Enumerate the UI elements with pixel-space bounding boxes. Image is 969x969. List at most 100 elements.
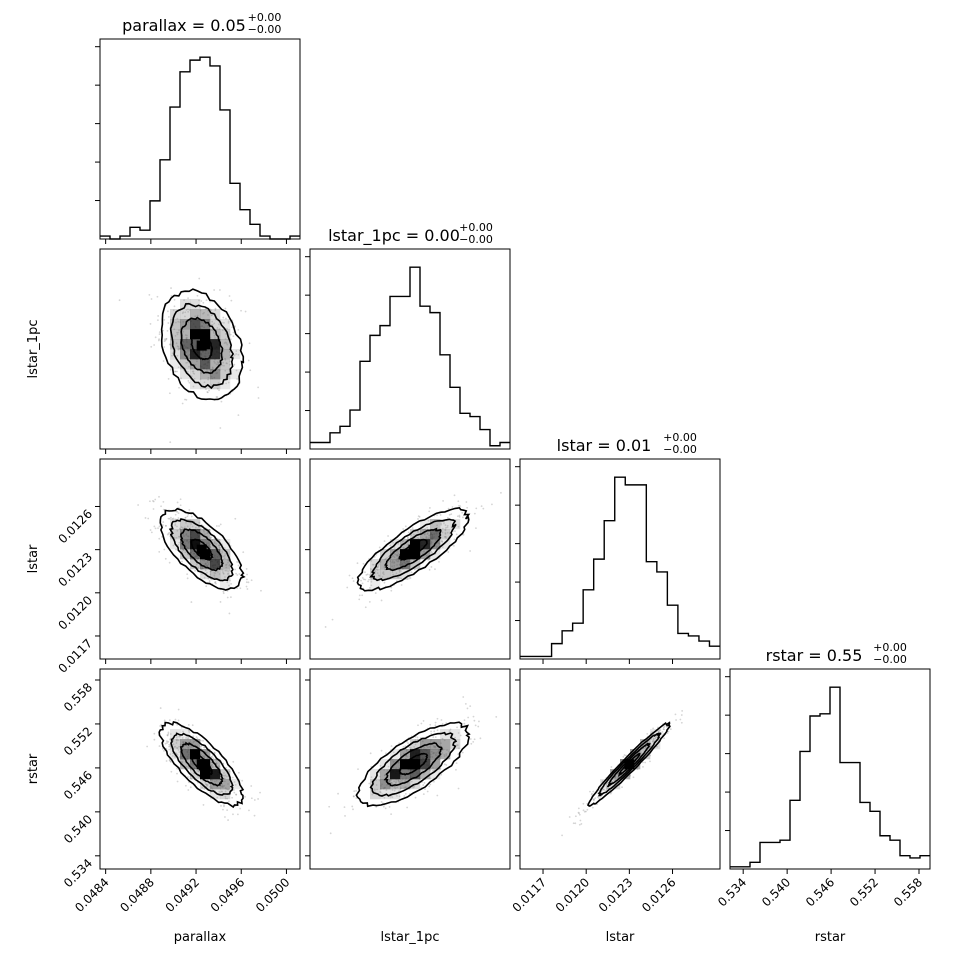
scatter-point: [259, 791, 261, 794]
contour-line: [160, 288, 245, 401]
scatter-point: [177, 366, 180, 369]
scatter-point: [162, 360, 165, 362]
scatter-point: [351, 577, 354, 580]
scatter-point: [203, 576, 206, 579]
scatter-point: [214, 581, 216, 584]
density-cell: [230, 779, 241, 790]
contour-line: [190, 752, 213, 776]
scatter-panel-lstar_1pc-vs-rstar: [305, 668, 511, 870]
x-tick-label-lstar: 0.0126: [639, 875, 679, 915]
scatter-point: [440, 773, 443, 776]
density-cell: [380, 549, 391, 560]
scatter-point: [174, 513, 177, 516]
x-tick-label-lstar: 0.0123: [596, 875, 636, 915]
scatter-point: [221, 569, 224, 571]
scatter-point: [188, 731, 191, 733]
density-peak: [624, 759, 635, 770]
scatter-point: [175, 742, 178, 744]
scatter-point: [568, 816, 571, 818]
scatter-point: [444, 533, 447, 535]
scatter-point: [244, 310, 247, 313]
scatter-point: [388, 806, 391, 808]
scatter-point: [436, 524, 439, 527]
scatter-point: [226, 589, 229, 592]
scatter-point: [213, 751, 216, 754]
scatter-point: [219, 427, 222, 429]
scatter-point: [407, 536, 409, 538]
panel-frame: [99, 248, 301, 450]
x-axis-label-lstar: lstar: [606, 930, 635, 945]
scatter-point: [185, 398, 188, 401]
scatter-point: [209, 573, 212, 576]
scatter-point: [186, 573, 189, 576]
scatter-point: [235, 350, 238, 352]
scatter-point: [393, 789, 396, 792]
scatter-point: [412, 786, 414, 789]
scatter-panel-parallax-vs-rstar: 0.0484 0.0488 0.0492 0.0496 0.05000.5340.540…: [61, 668, 301, 915]
density-cell: [180, 749, 191, 760]
density-cell: [420, 759, 431, 770]
scatter-point: [472, 715, 475, 718]
scatter-point: [168, 531, 171, 534]
scatter-point: [166, 310, 169, 313]
density-cell: [170, 319, 181, 330]
scatter-point: [368, 578, 370, 581]
scatter-point: [190, 778, 193, 780]
scatter-point: [205, 783, 208, 786]
panel-frame: [99, 38, 301, 240]
scatter-point: [165, 760, 168, 762]
scatter-point: [250, 785, 253, 787]
scatter-point: [447, 507, 450, 510]
scatter-point: [392, 573, 395, 576]
density-cell: [210, 549, 221, 560]
scatter-point: [223, 547, 226, 549]
scatter-point: [150, 531, 153, 534]
scatter-point: [398, 795, 401, 798]
scatter-point: [674, 713, 677, 716]
scatter-point: [228, 295, 231, 297]
scatter-point: [193, 373, 196, 375]
scatter-point: [152, 508, 155, 510]
scatter-point: [351, 805, 354, 808]
scatter-point: [644, 761, 647, 764]
scatter-point: [163, 719, 166, 722]
panel-content: [137, 495, 262, 615]
scatter-point: [166, 740, 168, 743]
scatter-point: [657, 731, 660, 733]
scatter-point: [213, 289, 216, 291]
density-peak: [196, 759, 207, 770]
scatter-point: [175, 548, 177, 551]
scatter-point: [221, 550, 223, 553]
scatter-point: [661, 730, 664, 733]
density-cell: [210, 559, 221, 570]
scatter-point: [612, 779, 615, 782]
scatter-point: [202, 301, 205, 304]
scatter-point: [153, 344, 156, 346]
scatter-point: [234, 517, 237, 520]
scatter-point: [456, 515, 459, 518]
x-tick-label-parallax: 0.0496: [208, 875, 248, 915]
panel-content: [561, 710, 684, 837]
scatter-point: [152, 500, 155, 503]
scatter-point: [646, 732, 649, 735]
scatter-point: [407, 537, 409, 540]
scatter-point: [445, 536, 447, 539]
scatter-point: [178, 751, 181, 753]
y-axis-label-lstar: lstar: [26, 544, 41, 573]
scatter-point: [450, 513, 453, 516]
scatter-point: [378, 563, 381, 565]
scatter-point: [260, 589, 262, 592]
scatter-point: [377, 574, 380, 577]
density-cell: [170, 729, 181, 740]
scatter-point: [383, 540, 386, 543]
scatter-point: [436, 794, 439, 797]
scatter-point: [171, 354, 173, 357]
scatter-point: [654, 736, 657, 739]
scatter-point: [170, 770, 173, 773]
scatter-point: [206, 391, 209, 393]
scatter-point: [680, 721, 683, 724]
scatter-point: [466, 506, 469, 509]
scatter-point: [441, 546, 444, 548]
scatter-point: [232, 331, 235, 334]
scatter-point: [422, 793, 425, 796]
